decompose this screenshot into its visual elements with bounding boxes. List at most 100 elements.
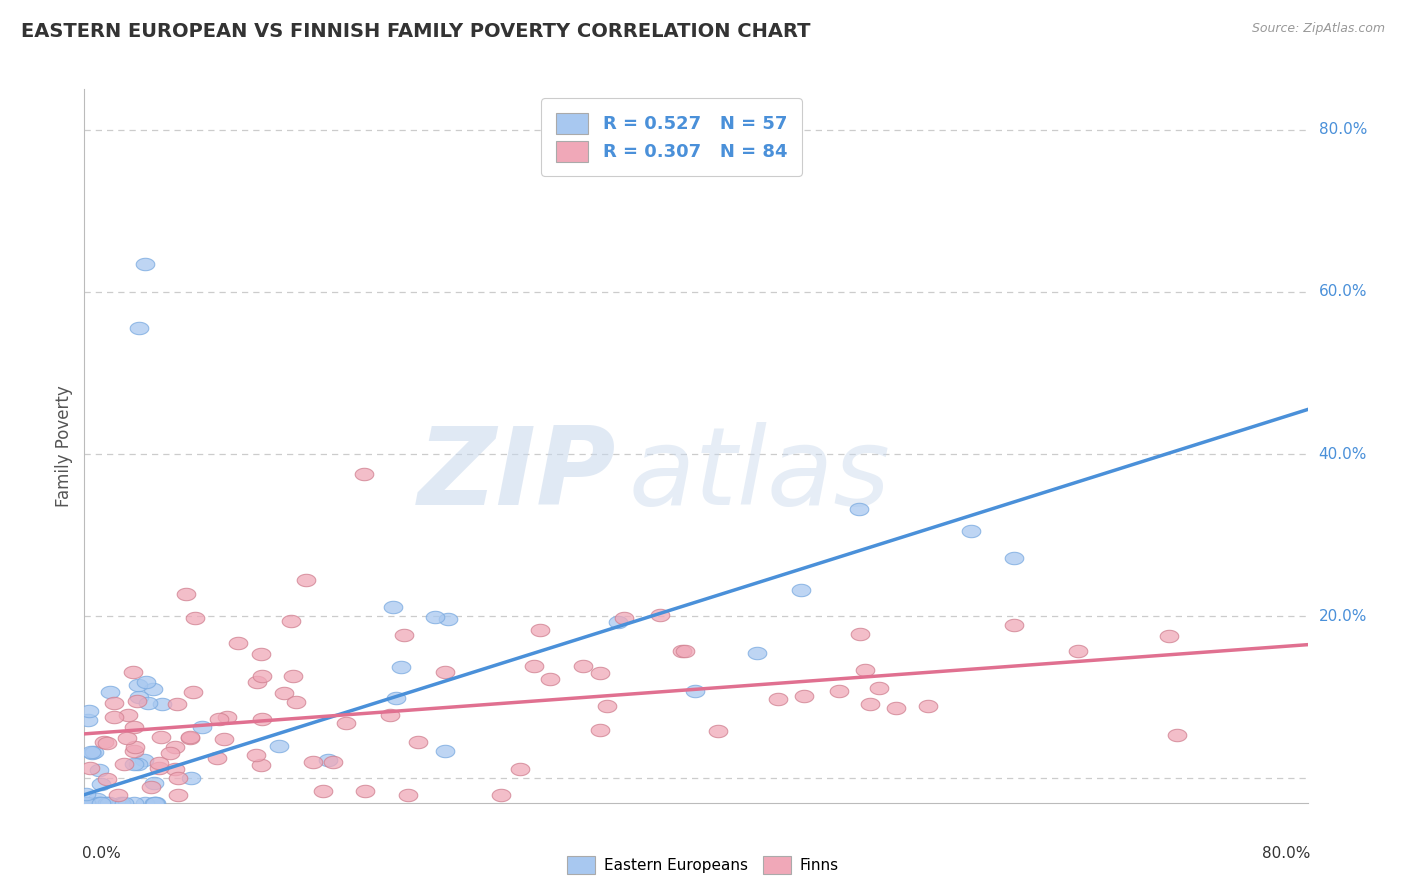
Point — [1166, 728, 1188, 742]
Point — [394, 628, 416, 642]
Point — [249, 757, 271, 772]
Point — [82, 746, 104, 760]
Point — [142, 681, 165, 696]
Point — [859, 697, 882, 711]
Point — [312, 784, 335, 798]
Point — [96, 796, 118, 810]
Point — [135, 675, 157, 690]
Point — [82, 796, 104, 810]
Point — [86, 792, 108, 806]
Point — [124, 739, 146, 754]
Point — [226, 636, 249, 650]
Point — [149, 730, 172, 744]
Point — [127, 678, 149, 692]
Point — [434, 665, 457, 679]
Point — [745, 646, 768, 660]
Point — [884, 701, 907, 715]
Point — [295, 573, 318, 587]
Point — [353, 467, 375, 482]
Point — [107, 788, 129, 802]
Point — [385, 691, 408, 706]
Point — [523, 659, 546, 673]
Point — [150, 697, 173, 711]
Point — [250, 712, 273, 726]
Point — [766, 692, 789, 706]
Point — [613, 611, 636, 625]
Point — [112, 796, 135, 810]
Point — [166, 771, 188, 785]
Point — [112, 757, 135, 772]
Point — [128, 321, 150, 335]
Point — [141, 780, 163, 794]
Point — [143, 796, 166, 810]
Point — [853, 663, 876, 677]
Point — [273, 686, 295, 700]
Point — [136, 696, 159, 710]
Point — [1002, 617, 1025, 632]
Point — [122, 756, 145, 771]
Point — [100, 685, 122, 699]
Text: atlas: atlas — [628, 422, 890, 527]
Point — [181, 685, 204, 699]
Point — [269, 739, 291, 753]
Legend: Eastern Europeans, Finns: Eastern Europeans, Finns — [561, 850, 845, 880]
Text: EASTERN EUROPEAN VS FINNISH FAMILY POVERTY CORRELATION CHART: EASTERN EUROPEAN VS FINNISH FAMILY POVER… — [21, 22, 811, 41]
Point — [79, 761, 101, 775]
Point — [148, 761, 170, 775]
Point — [103, 710, 125, 724]
Point — [572, 659, 595, 673]
Legend: R = 0.527   N = 57, R = 0.307   N = 84: R = 0.527 N = 57, R = 0.307 N = 84 — [541, 98, 801, 176]
Point — [179, 731, 201, 745]
Point — [683, 684, 706, 698]
Point — [301, 756, 323, 770]
Point — [316, 753, 339, 767]
Point — [184, 611, 207, 625]
Point — [127, 756, 149, 771]
Text: Source: ZipAtlas.com: Source: ZipAtlas.com — [1251, 22, 1385, 36]
Point — [1067, 644, 1090, 658]
Point — [163, 740, 186, 755]
Point — [607, 615, 630, 630]
Point — [509, 762, 531, 776]
Point — [122, 720, 145, 734]
Point — [122, 744, 145, 758]
Text: ZIP: ZIP — [418, 422, 616, 527]
Text: 40.0%: 40.0% — [1319, 447, 1367, 461]
Point — [828, 683, 851, 698]
Point — [134, 796, 156, 810]
Point — [159, 746, 181, 760]
Point — [529, 623, 551, 637]
Point — [80, 796, 103, 810]
Point — [596, 698, 619, 713]
Point — [117, 707, 139, 722]
Point — [249, 647, 271, 661]
Point — [166, 698, 188, 712]
Point — [406, 735, 429, 749]
Point — [145, 796, 167, 810]
Point — [94, 796, 117, 810]
Point — [423, 610, 446, 624]
Point — [96, 772, 118, 787]
Point — [167, 788, 190, 802]
Point — [134, 256, 156, 270]
Point — [1002, 551, 1025, 566]
Text: 80.0%: 80.0% — [1319, 122, 1367, 137]
Point — [128, 690, 150, 704]
Point — [378, 708, 401, 723]
Y-axis label: Family Poverty: Family Poverty — [55, 385, 73, 507]
Point — [589, 723, 612, 737]
Point — [381, 600, 404, 615]
Point — [83, 746, 105, 760]
Point — [90, 777, 112, 791]
Point — [103, 696, 125, 710]
Point — [191, 720, 214, 734]
Point — [284, 695, 307, 709]
Point — [77, 704, 100, 718]
Text: 80.0%: 80.0% — [1261, 846, 1310, 861]
Point — [538, 672, 561, 686]
Point — [148, 756, 170, 771]
Point — [389, 660, 412, 674]
Point — [335, 715, 357, 730]
Point — [89, 796, 111, 810]
Text: 20.0%: 20.0% — [1319, 609, 1367, 624]
